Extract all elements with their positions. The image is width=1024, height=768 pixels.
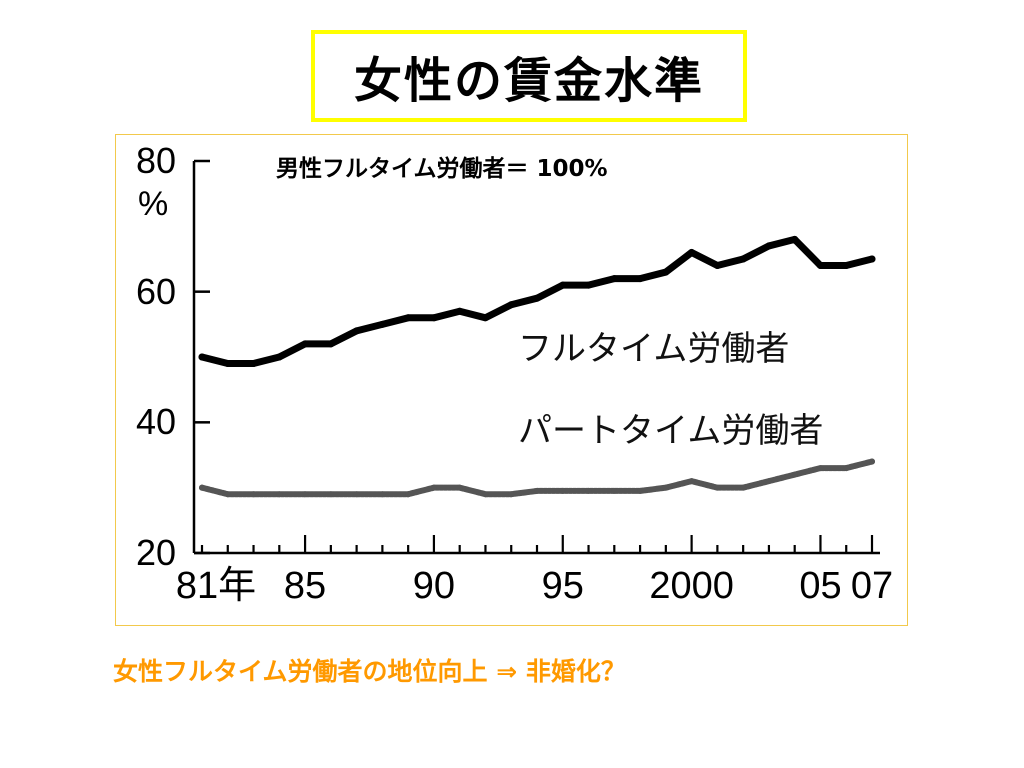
data-point-part-time	[302, 491, 309, 498]
data-point-full-time	[353, 327, 361, 335]
data-point-full-time	[404, 314, 412, 322]
data-point-part-time	[353, 491, 360, 498]
y-axis-unit-label: %	[138, 185, 169, 223]
data-point-part-time	[869, 458, 875, 465]
data-point-full-time	[688, 248, 696, 256]
data-point-full-time	[481, 314, 489, 322]
data-point-part-time	[482, 491, 489, 498]
data-point-full-time	[275, 353, 283, 361]
data-point-part-time	[559, 487, 566, 494]
data-point-full-time	[456, 307, 464, 315]
data-point-part-time	[688, 478, 695, 485]
y-tick-label: 60	[136, 270, 177, 312]
data-point-full-time	[198, 353, 206, 361]
axes-layer	[192, 159, 880, 555]
data-point-full-time	[224, 360, 232, 368]
data-point-part-time	[508, 491, 515, 498]
chart-frame: 男性フルタイム労働者＝ 100% % 20 40 60 80 81年 85 90 95 200…	[115, 134, 908, 626]
x-tick-label: 07	[850, 565, 894, 607]
y-tick-label: 20	[136, 532, 177, 573]
data-point-part-time	[276, 491, 283, 498]
data-point-full-time	[610, 275, 618, 283]
series-label-part-time: パートタイム労働者	[518, 411, 824, 451]
data-point-part-time	[224, 491, 231, 498]
data-point-full-time	[559, 281, 567, 289]
series-layer	[198, 235, 876, 498]
data-point-full-time	[713, 262, 721, 270]
data-point-full-time	[739, 255, 747, 263]
data-point-full-time	[327, 340, 335, 348]
data-point-part-time	[740, 484, 747, 491]
data-point-full-time	[791, 235, 799, 243]
data-point-full-time	[636, 275, 644, 283]
data-point-full-time	[430, 314, 438, 322]
x-tick-label: 05	[799, 565, 842, 607]
chart-annotation: 男性フルタイム労働者＝ 100%	[276, 156, 608, 182]
data-point-full-time	[250, 360, 258, 368]
data-point-full-time	[585, 281, 593, 289]
y-tick-label: 80	[136, 140, 177, 181]
x-tick-label: 81年	[175, 565, 257, 607]
data-point-part-time	[199, 484, 205, 491]
data-point-part-time	[405, 491, 412, 498]
data-point-full-time	[816, 262, 824, 270]
data-point-part-time	[662, 484, 669, 491]
data-point-full-time	[662, 268, 670, 276]
data-point-full-time	[378, 320, 386, 328]
data-point-part-time	[843, 465, 850, 472]
data-point-part-time	[534, 487, 540, 494]
y-tick-label: 40	[136, 401, 177, 443]
x-tick-label: 90	[412, 565, 456, 607]
data-point-full-time	[868, 255, 876, 263]
data-point-full-time	[507, 301, 515, 309]
data-point-full-time	[842, 262, 850, 270]
data-point-part-time	[611, 487, 618, 494]
data-point-part-time	[637, 487, 644, 494]
data-point-full-time	[765, 242, 773, 250]
data-point-part-time	[250, 491, 257, 498]
series-label-full-time: フルタイム労働者	[518, 329, 790, 369]
data-point-part-time	[765, 478, 772, 485]
data-point-part-time	[430, 484, 437, 491]
footer-note: 女性フルタイム労働者の地位向上 ⇒ 非婚化？	[113, 657, 626, 686]
slide-title: 女性の賃金水準	[311, 30, 747, 122]
data-point-part-time	[791, 471, 798, 478]
x-tick-label: 2000	[649, 565, 734, 607]
data-point-part-time	[456, 484, 463, 491]
data-point-part-time	[714, 484, 721, 491]
chart-svg	[192, 159, 880, 555]
data-point-part-time	[327, 491, 334, 498]
data-point-part-time	[817, 465, 824, 472]
data-point-part-time	[379, 491, 386, 498]
data-point-part-time	[585, 487, 592, 494]
data-point-full-time	[301, 340, 309, 348]
data-point-full-time	[533, 294, 541, 302]
x-tick-label: 95	[541, 565, 584, 607]
x-tick-label: 85	[283, 565, 327, 607]
